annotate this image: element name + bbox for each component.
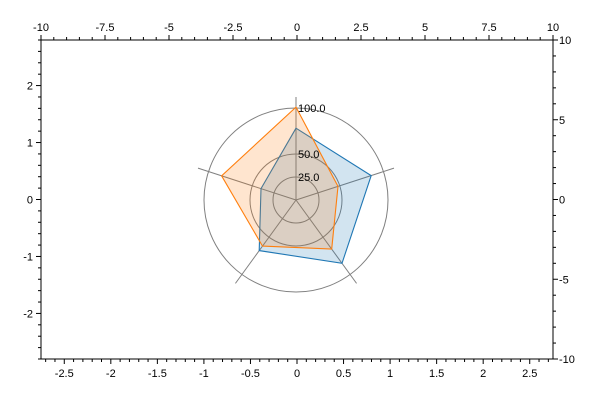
axis-tick-labels: -2.5 -2 -1.5 -1 -0.5 0 0.5 1 1.5 2 2.5-10 -7.5 -5 -2.… [23, 22, 575, 380]
bottom-axis-tick-label: -1 [199, 368, 209, 380]
right-axis-tick-label: 5 [559, 115, 565, 127]
left-axis-tick-label: 0 [27, 195, 33, 207]
radial-tick-label: 50.0 [298, 149, 319, 161]
bottom-axis-tick-label: 2 [480, 368, 486, 380]
top-axis-tick-label: -7.5 [96, 22, 115, 34]
bottom-axis-tick-label: -2.5 [55, 368, 74, 380]
bottom-axis-tick-label: -0.5 [241, 368, 260, 380]
bottom-axis-tick-label: -1.5 [148, 368, 167, 380]
top-axis-tick-label: 7.5 [481, 22, 496, 34]
left-axis-tick-label: -1 [23, 251, 33, 263]
top-axis-tick-label: 2.5 [353, 22, 368, 34]
radial-spoke [197, 167, 297, 201]
radial-spoke [295, 199, 357, 284]
radial-tick-label: 100.0 [298, 103, 326, 115]
left-axis-tick-label: 2 [27, 81, 33, 93]
top-axis-tick-label: -2.5 [224, 22, 243, 34]
top-axis-tick-label: 5 [422, 22, 428, 34]
radial-spoke [295, 167, 395, 201]
top-axis-tick-label: -5 [164, 22, 174, 34]
bottom-axis-tick-label: 2.5 [522, 368, 537, 380]
top-axis-tick-label: 10 [547, 22, 559, 34]
right-axis-tick-label: 0 [559, 195, 565, 207]
top-axis-tick-label: -10 [33, 22, 49, 34]
bottom-axis-tick-label: 0 [294, 368, 300, 380]
radial-tick-labels: 25.0 50.0 100.0 [298, 103, 326, 184]
radial-spoke [235, 199, 297, 284]
right-axis-tick-label: -5 [559, 274, 569, 286]
series-2-polygon [220, 106, 339, 250]
left-axis-tick-label: -2 [23, 308, 33, 320]
bottom-axis-tick-label: 1.5 [429, 368, 444, 380]
left-axis-tick-label: 1 [27, 138, 33, 150]
bottom-axis-tick-label: 0.5 [336, 368, 351, 380]
axis-ticks [36, 35, 558, 364]
right-axis-tick-label: 10 [559, 35, 571, 47]
bottom-axis-tick-label: -2 [106, 368, 116, 380]
top-axis-tick-label: 0 [294, 22, 300, 34]
data-series [220, 106, 372, 264]
radial-spokes [197, 96, 395, 284]
series-1-polygon [258, 127, 372, 264]
right-axis-tick-label: -10 [559, 354, 575, 366]
bottom-axis-tick-label: 1 [387, 368, 393, 380]
radial-tick-label: 25.0 [298, 172, 319, 184]
